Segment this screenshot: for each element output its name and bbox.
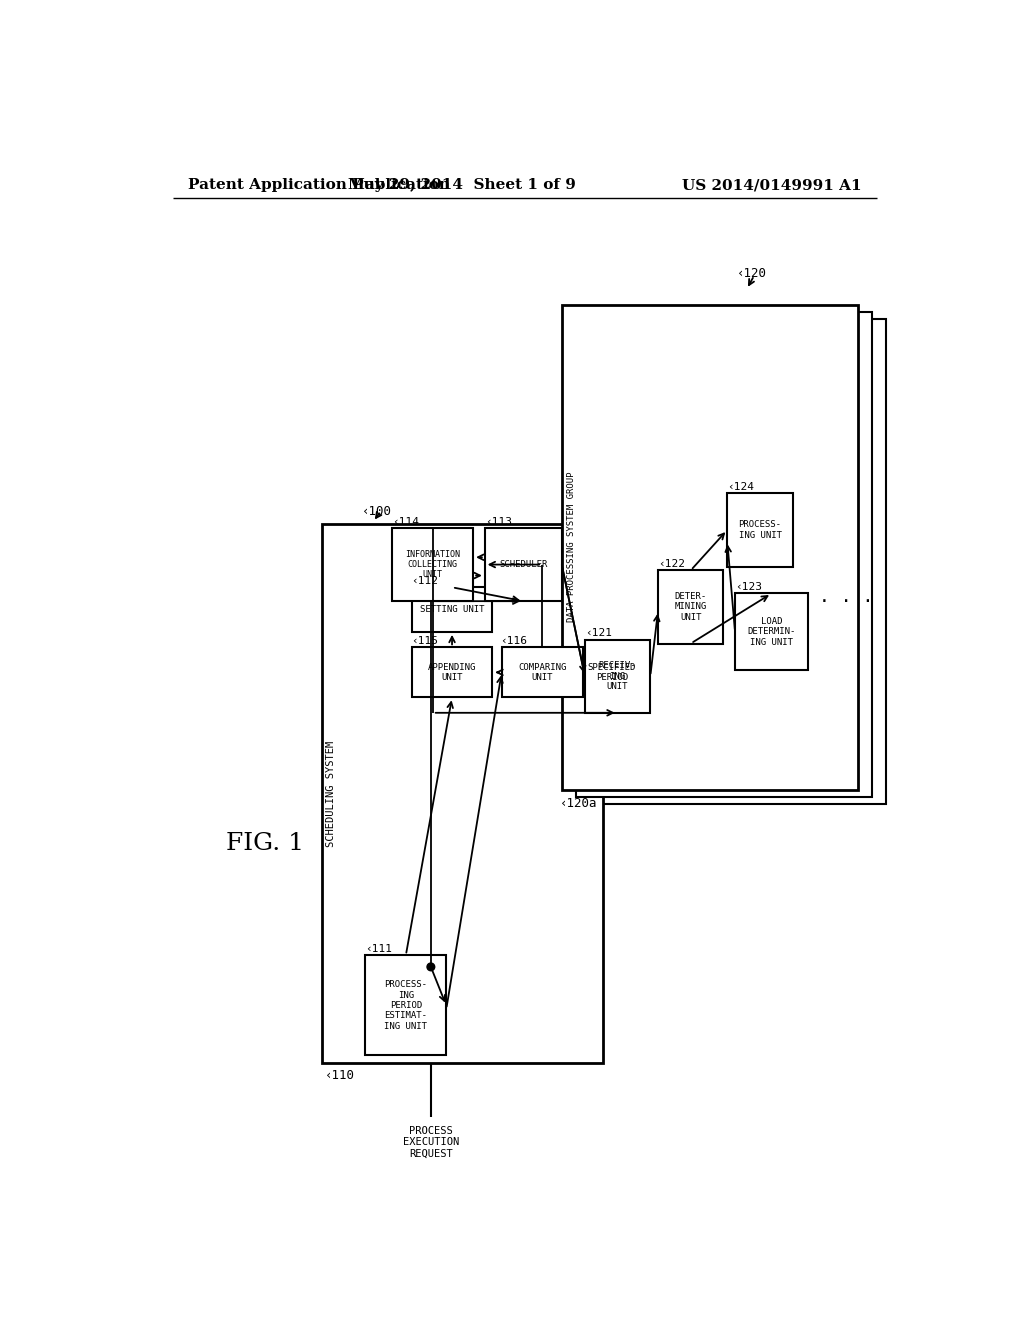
Bar [590,318,886,804]
Bar [366,956,446,1056]
Text: SCHEDULER: SCHEDULER [499,560,548,569]
Text: INFORMATION
COLLECTING
UNIT: INFORMATION COLLECTING UNIT [406,549,460,579]
Bar [562,305,858,789]
Text: DATA PROCESSING SYSTEM GROUP: DATA PROCESSING SYSTEM GROUP [566,473,575,623]
Bar [392,528,473,601]
Text: PROCESS-
ING UNIT: PROCESS- ING UNIT [738,520,781,540]
Circle shape [427,964,435,970]
Text: ‹124: ‹124 [727,482,755,492]
Text: APPENDING
UNIT: APPENDING UNIT [428,663,476,682]
Bar [412,587,493,632]
Text: SCHEDULING SYSTEM: SCHEDULING SYSTEM [326,741,336,846]
Text: May 29, 2014  Sheet 1 of 9: May 29, 2014 Sheet 1 of 9 [348,178,575,193]
Text: SETTING UNIT: SETTING UNIT [420,605,484,614]
Text: ‹111: ‹111 [366,944,392,954]
Text: ‹116: ‹116 [500,636,527,647]
Bar [412,647,493,697]
Bar [735,594,808,671]
Text: Patent Application Publication: Patent Application Publication [188,178,451,193]
Text: DETER-
MINING
UNIT: DETER- MINING UNIT [675,593,707,622]
Text: ‹122: ‹122 [658,560,685,569]
Text: LOAD
DETERMIN-
ING UNIT: LOAD DETERMIN- ING UNIT [748,616,796,647]
Text: ‹112: ‹112 [412,576,438,586]
Text: ‹114: ‹114 [392,517,420,527]
Bar [502,647,583,697]
Text: RECEIV-
ING
UNIT: RECEIV- ING UNIT [599,661,636,692]
Bar [575,312,872,797]
Bar [727,494,793,566]
Text: ‹121: ‹121 [585,628,612,639]
Text: FIG. 1: FIG. 1 [226,832,304,855]
Text: . . .: . . . [819,589,873,606]
Text: ‹120a: ‹120a [560,797,598,810]
Text: COMPARING
UNIT: COMPARING UNIT [518,663,566,682]
Text: ‹110: ‹110 [326,1069,355,1082]
Text: ‹100: ‹100 [361,504,391,517]
Text: ‹113: ‹113 [484,517,512,527]
Text: US 2014/0149991 A1: US 2014/0149991 A1 [682,178,862,193]
Bar [585,640,650,713]
Text: PROCESS
EXECUTION
REQUEST: PROCESS EXECUTION REQUEST [402,1126,459,1159]
Text: PROCESS-
ING
PERIOD
ESTIMAT-
ING UNIT: PROCESS- ING PERIOD ESTIMAT- ING UNIT [384,979,427,1031]
Bar [322,524,602,1063]
Text: ‹120: ‹120 [736,268,767,280]
Bar [484,528,562,601]
Bar [658,570,724,644]
Text: ‹115: ‹115 [412,636,438,647]
Text: ‹123: ‹123 [735,582,762,593]
Text: SPECIFIED
PERIOD: SPECIFIED PERIOD [588,663,636,682]
